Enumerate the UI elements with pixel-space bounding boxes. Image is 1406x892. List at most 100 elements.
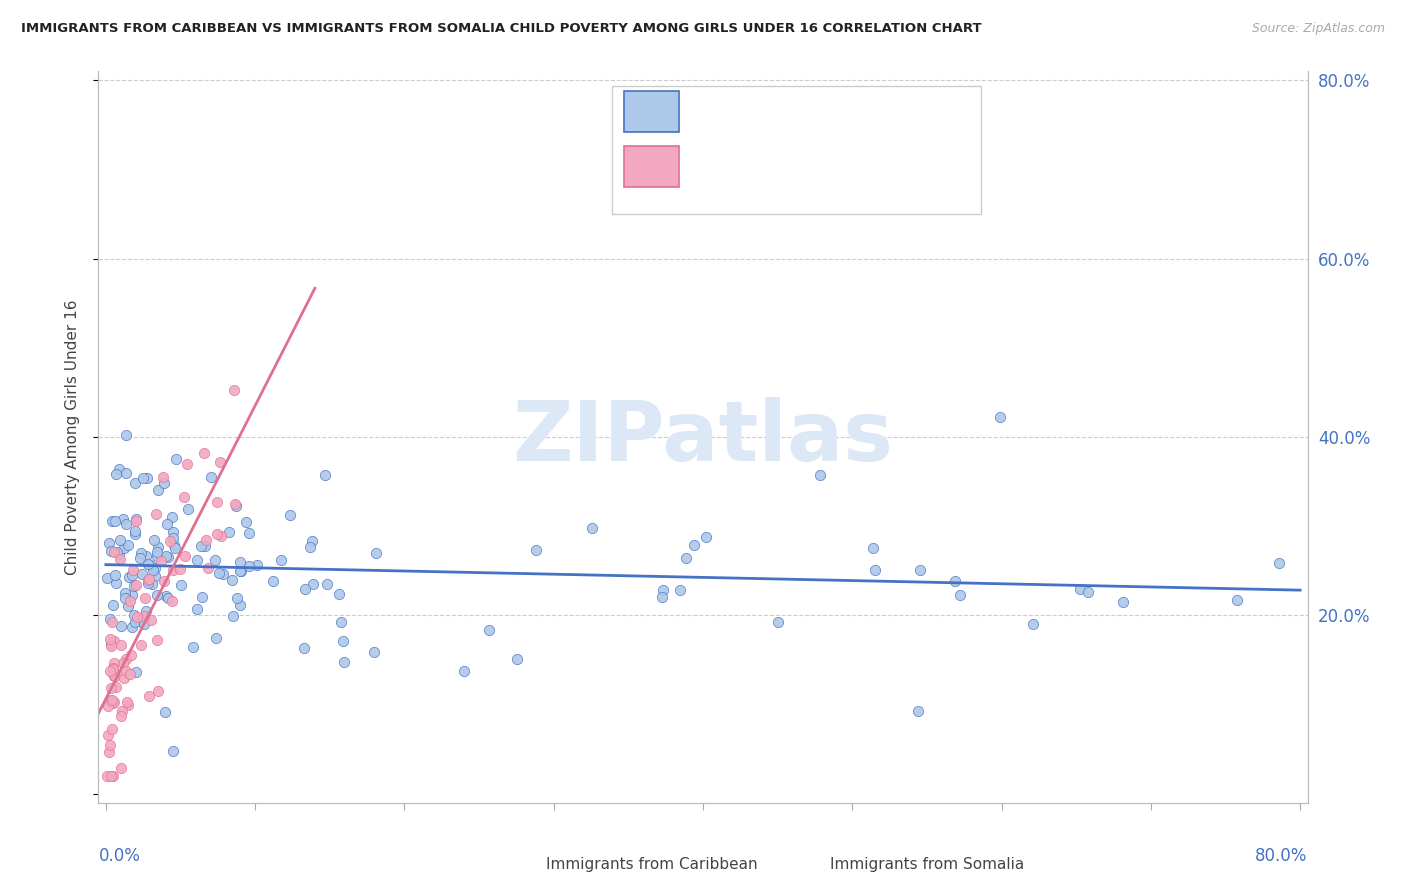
Point xyxy=(174,549,197,563)
Point xyxy=(120,648,142,662)
Point xyxy=(115,695,138,709)
Point xyxy=(186,553,208,567)
Point xyxy=(98,692,121,706)
Text: 72: 72 xyxy=(884,161,914,179)
Point xyxy=(204,553,226,567)
Point xyxy=(143,533,166,547)
Point xyxy=(100,692,122,706)
Point xyxy=(112,671,135,685)
Point xyxy=(1226,593,1249,607)
Point xyxy=(205,494,228,508)
Point xyxy=(333,655,356,669)
Point xyxy=(125,578,148,592)
Point xyxy=(103,662,125,676)
Point xyxy=(224,497,246,511)
Point xyxy=(118,569,141,583)
Point xyxy=(121,563,143,577)
Text: Immigrants from Caribbean: Immigrants from Caribbean xyxy=(546,857,758,872)
Point xyxy=(110,533,132,547)
Point xyxy=(117,599,139,614)
Point xyxy=(104,575,127,590)
Point xyxy=(205,526,228,541)
Point xyxy=(112,541,135,555)
Point xyxy=(211,566,233,581)
Point xyxy=(100,543,122,558)
Point xyxy=(108,462,131,476)
Point xyxy=(988,410,1011,425)
Point xyxy=(238,559,260,574)
Point xyxy=(117,538,139,552)
Text: Source: ZipAtlas.com: Source: ZipAtlas.com xyxy=(1251,22,1385,36)
Point xyxy=(152,475,174,490)
Point xyxy=(134,616,156,631)
Point xyxy=(193,445,215,459)
Text: Immigrants from Somalia: Immigrants from Somalia xyxy=(830,857,1024,872)
Point xyxy=(134,591,156,605)
Point xyxy=(97,728,120,742)
Point xyxy=(124,524,146,538)
Point xyxy=(246,558,269,573)
Point xyxy=(145,507,167,521)
Point xyxy=(134,604,156,618)
Y-axis label: Child Poverty Among Girls Under 16: Child Poverty Among Girls Under 16 xyxy=(65,300,80,574)
Point xyxy=(695,530,717,544)
Point xyxy=(103,669,125,683)
Point xyxy=(125,514,148,528)
Point xyxy=(98,738,121,752)
Point xyxy=(125,512,148,526)
FancyBboxPatch shape xyxy=(613,86,981,214)
Point xyxy=(1022,616,1045,631)
Point xyxy=(132,471,155,485)
Point xyxy=(231,564,253,578)
Point xyxy=(1069,582,1091,597)
Point xyxy=(141,614,163,628)
Point xyxy=(103,633,125,648)
Point xyxy=(103,545,125,559)
Text: ZIPatlas: ZIPatlas xyxy=(513,397,893,477)
Point xyxy=(581,521,603,535)
Point xyxy=(153,574,176,589)
Point xyxy=(98,632,121,647)
Point xyxy=(148,483,170,497)
Point xyxy=(121,619,143,633)
FancyBboxPatch shape xyxy=(782,854,820,881)
Point xyxy=(683,538,706,552)
Point xyxy=(138,572,160,586)
Point xyxy=(229,565,252,579)
Point xyxy=(224,383,246,397)
Point xyxy=(114,591,136,605)
Point xyxy=(153,705,176,719)
Point xyxy=(156,516,179,531)
Point xyxy=(129,638,152,652)
Point xyxy=(138,576,160,591)
Point xyxy=(226,591,249,605)
Point xyxy=(165,452,187,467)
Text: -0.136: -0.136 xyxy=(751,106,811,124)
Point xyxy=(218,524,240,539)
Point xyxy=(524,542,547,557)
Point xyxy=(131,546,153,560)
Point xyxy=(156,591,179,606)
Point xyxy=(294,582,316,596)
Point xyxy=(651,583,673,598)
Point xyxy=(863,564,886,578)
Point xyxy=(211,529,233,543)
Point xyxy=(105,467,128,482)
Point xyxy=(115,466,138,480)
Point xyxy=(190,539,212,553)
Point xyxy=(114,586,136,600)
Point xyxy=(100,612,122,626)
Point xyxy=(112,512,135,526)
Point xyxy=(177,502,200,516)
Point xyxy=(141,577,163,591)
Point xyxy=(949,588,972,602)
Point xyxy=(152,470,174,484)
Point xyxy=(145,561,167,575)
Point xyxy=(278,508,301,523)
Point xyxy=(332,633,354,648)
Point xyxy=(186,602,208,616)
Point xyxy=(176,458,198,472)
Point xyxy=(142,563,165,577)
Point xyxy=(108,552,131,566)
Point xyxy=(910,563,932,577)
